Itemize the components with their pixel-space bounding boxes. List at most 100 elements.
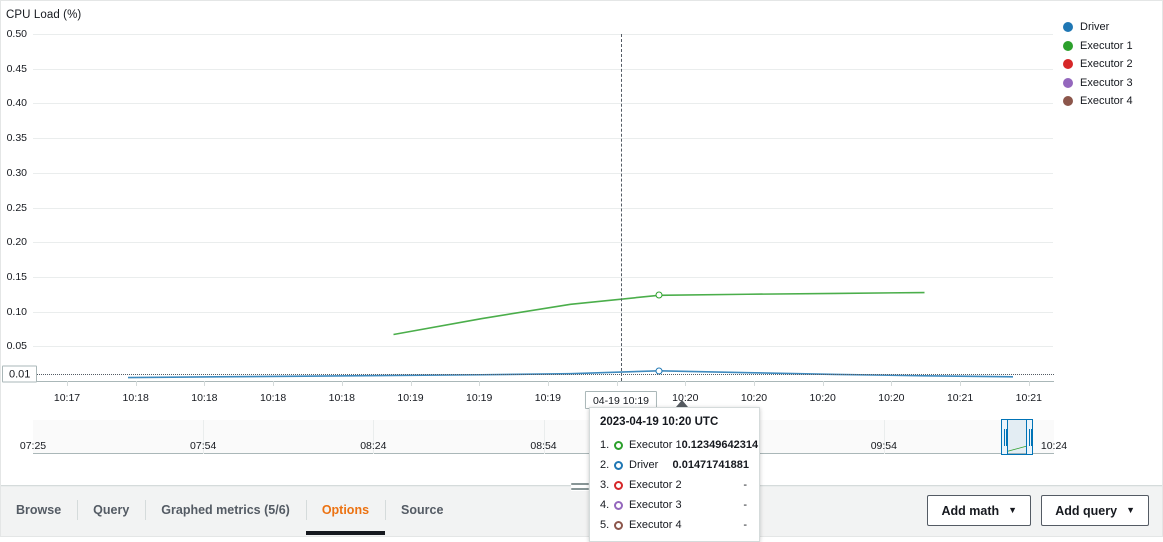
y-axis-tick-label: 0.05 [6, 340, 27, 353]
tooltip-rows: 1. Executor 1 0.12349642314 2. Driver 0.01471… [600, 435, 758, 535]
legend-item[interactable]: Executor 4 [1063, 92, 1159, 111]
tooltip-row: 5. Executor 4 - [600, 515, 749, 535]
x-axis-tick-mark [410, 381, 412, 386]
tab-source[interactable]: Source [385, 487, 459, 533]
legend-item[interactable]: Executor 2 [1063, 55, 1159, 74]
gridline [33, 103, 1053, 105]
tooltip-series-dot [614, 480, 623, 490]
tooltip-row-index: 3. [600, 479, 610, 491]
tab-query[interactable]: Query [77, 487, 145, 533]
y-axis-tick-label: 0.40 [6, 97, 27, 110]
x-axis-tick-mark [204, 381, 206, 386]
tooltip-series-value: - [743, 499, 747, 511]
tooltip-series-value: 0.12349642314 [681, 439, 759, 451]
x-axis-tick-mark [479, 381, 481, 386]
x-axis-tick-mark [1028, 381, 1030, 386]
tooltip-series-value: - [743, 519, 747, 531]
x-axis-tick-mark [547, 381, 549, 386]
legend-item[interactable]: Executor 1 [1063, 37, 1159, 56]
legend-item-label: Executor 4 [1080, 95, 1133, 108]
series-line [393, 291, 925, 336]
legend-color-swatch [1063, 77, 1073, 88]
y-axis-tick-label: 0.20 [6, 236, 27, 249]
brush-mini-sparkline [1004, 445, 1028, 453]
threshold-label[interactable]: 0.01 [2, 365, 38, 383]
gridline [33, 34, 1053, 35]
tooltip-series-name: Driver [629, 459, 659, 471]
tooltip-pointer [676, 400, 688, 407]
x-axis-tick-mark [685, 381, 687, 386]
gridline [33, 276, 1053, 278]
tooltip-row: 4. Executor 3 - [600, 495, 749, 515]
legend-item-label: Executor 1 [1080, 39, 1133, 52]
gridline [33, 311, 1053, 313]
data-point-marker[interactable] [655, 291, 663, 299]
x-axis-tick-label: 10:21 [1015, 392, 1042, 404]
plot-area[interactable]: 0.50 0.45 0.40 0.35 0.30 0.25 0.20 0.15 0.10 0.05 [7, 28, 1053, 381]
legend-color-swatch [1063, 59, 1073, 70]
brush-tick-mark [543, 420, 545, 454]
tab-browse[interactable]: Browse [16, 503, 62, 517]
tooltip-row-index: 4. [600, 499, 610, 511]
tooltip-series-dot [614, 460, 623, 470]
time-range-brush[interactable] [33, 420, 1054, 454]
x-axis-tick-mark [754, 381, 755, 386]
x-axis-tick-mark [960, 381, 962, 386]
resize-drag-handle[interactable] [571, 481, 589, 491]
brush-tick-mark [373, 420, 375, 454]
tooltip-row: 3. Executor 2 - [600, 475, 749, 495]
legend-color-swatch [1063, 22, 1073, 33]
y-axis-tick-label: 0.35 [6, 132, 27, 145]
y-axis-title: CPU Load (%) [6, 9, 82, 21]
x-axis-tick-mark [341, 381, 343, 386]
tooltip-series-value: 0.01471741881 [672, 459, 749, 471]
legend-item[interactable]: Driver [1063, 18, 1159, 37]
y-axis-tick-label: 0.25 [6, 201, 27, 214]
footer-tabs: Browse Query Graphed metrics (5/6) Options S… [0, 487, 459, 533]
tooltip-series-dot [614, 520, 623, 530]
tab-graphed-metrics-5-6[interactable]: Graphed metrics (5/6) [145, 487, 306, 533]
x-axis-tick-mark [273, 381, 275, 386]
x-axis-tick-mark [135, 381, 137, 386]
y-axis-tick-label: 0.45 [6, 62, 27, 75]
hover-tooltip: 2023-04-19 10:20 UTC 1. Executor 1 0.12349… [589, 407, 760, 542]
tooltip-series-name: Executor 1 [629, 439, 682, 451]
widget-footer: Browse Query Graphed metrics (5/6) Options S… [0, 486, 1163, 537]
active-tab-underline [305, 531, 386, 535]
series-lines [127, 291, 1014, 379]
tooltip-row-index: 5. [600, 519, 610, 531]
chart-panel: CPU Load (%) 0.50 0.45 0.40 0.35 0.30 0.25 0.2… [2, 9, 1159, 542]
data-point-marker[interactable] [655, 367, 663, 375]
gridline [33, 172, 1053, 174]
add-query-button[interactable]: Add query ▼ [1041, 495, 1149, 526]
tooltip-row-index: 1. [600, 439, 610, 451]
legend-item-label: Driver [1080, 21, 1110, 34]
brush-tick-mark [883, 420, 885, 454]
x-axis-tick-label: 10:18 [259, 392, 287, 404]
legend-color-swatch [1063, 40, 1073, 51]
tooltip-title: 2023-04-19 10:20 UTC [600, 416, 719, 428]
tab-options[interactable]: Options [305, 487, 385, 533]
add-math-button[interactable]: Add math ▼ [927, 495, 1032, 526]
x-axis-tick-mark [891, 381, 893, 386]
x-axis-tick-mark [67, 381, 68, 386]
chevron-down-icon: ▼ [1008, 505, 1018, 515]
brush-handle-left[interactable] [1001, 419, 1008, 455]
button-label: Add math [941, 503, 1000, 518]
x-axis-tick-label: 10:19 [466, 392, 493, 404]
brush-tick-mark [203, 420, 205, 454]
gridline [33, 207, 1053, 209]
tooltip-row: 1. Executor 1 0.12349642314 [600, 435, 758, 455]
legend-item[interactable]: Executor 3 [1063, 74, 1159, 93]
tooltip-series-dot [614, 500, 623, 510]
brush-tick-label: 08:24 [360, 440, 387, 452]
gridline [33, 346, 1053, 348]
tooltip-series-name: Executor 3 [629, 499, 682, 511]
x-axis-tick-label: 10:20 [878, 392, 905, 404]
brush-tick-label: 08:54 [530, 440, 557, 452]
y-axis-tick-label: 0.50 [6, 28, 27, 40]
tooltip-series-name: Executor 4 [629, 519, 682, 531]
x-axis-tick-mark [822, 381, 824, 386]
brush-handle-right[interactable] [1026, 419, 1033, 455]
